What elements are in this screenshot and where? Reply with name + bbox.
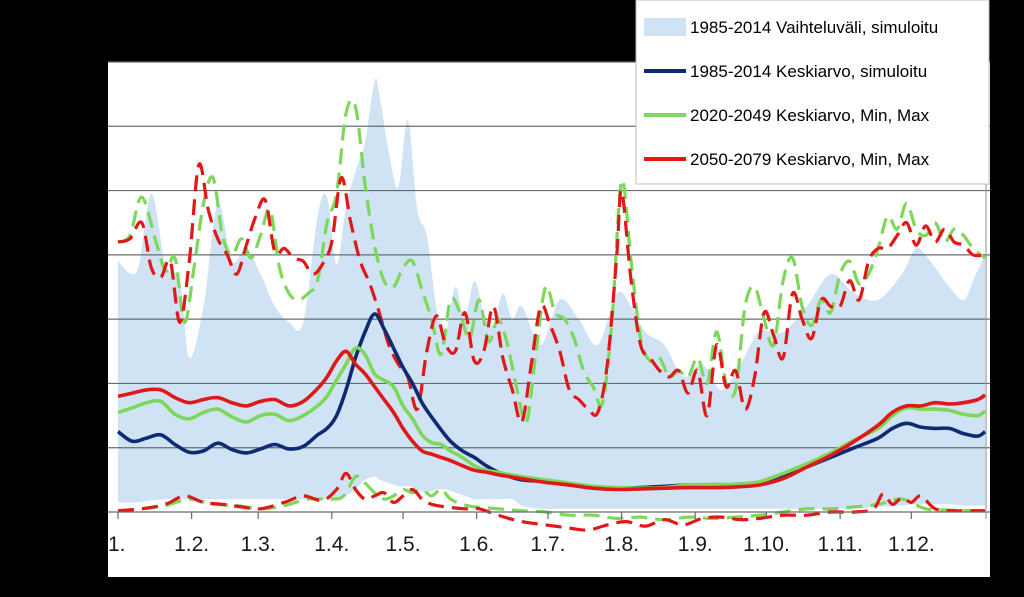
range-band (118, 78, 985, 510)
legend-swatch (644, 18, 686, 36)
legend: 1985-2014 Vaihteluväli, simuloitu 1985-20… (635, 0, 990, 185)
x-tick-label: 1.5. (386, 533, 421, 556)
x-axis: 1. 1.2. 1.3. 1.4. 1.5. 1.6. 1.7. 1.8. 1.9. 1.10. 1… (108, 62, 990, 556)
x-tick-label: 1.3. (241, 533, 276, 556)
x-tick-label: 1.11. (818, 533, 863, 556)
series-mean-line (116, 312, 987, 490)
x-tick-label: 1.9. (678, 533, 713, 556)
series-dashed-line (117, 471, 986, 532)
x-tick-label: 1.6. (459, 533, 494, 556)
legend-label: 1985-2014 Keskiarvo, simuloitu (690, 62, 927, 81)
legend-label: 2050-2079 Keskiarvo, Min, Max (690, 150, 930, 169)
series-dashed-line (117, 98, 986, 425)
x-tick-label: 1.2. (174, 533, 209, 556)
series-mean-line (117, 345, 987, 490)
x-tick-label: 1.8. (604, 533, 639, 556)
x-tick-label: 1.4. (314, 533, 349, 556)
x-tick-label: 1.12. (888, 533, 935, 556)
series-dashed-line (117, 162, 986, 424)
legend-label: 1985-2014 Vaihteluväli, simuloitu (690, 18, 938, 37)
series-dashed-line (117, 474, 986, 522)
legend-label: 2020-2049 Keskiarvo, Min, Max (690, 106, 930, 125)
legend-box (635, 0, 990, 185)
x-tick-label: 1.10. (743, 533, 790, 556)
x-tick-label: 1.7. (530, 533, 565, 556)
series-mean-line (117, 349, 987, 492)
x-tick-label: 1. (108, 533, 126, 556)
